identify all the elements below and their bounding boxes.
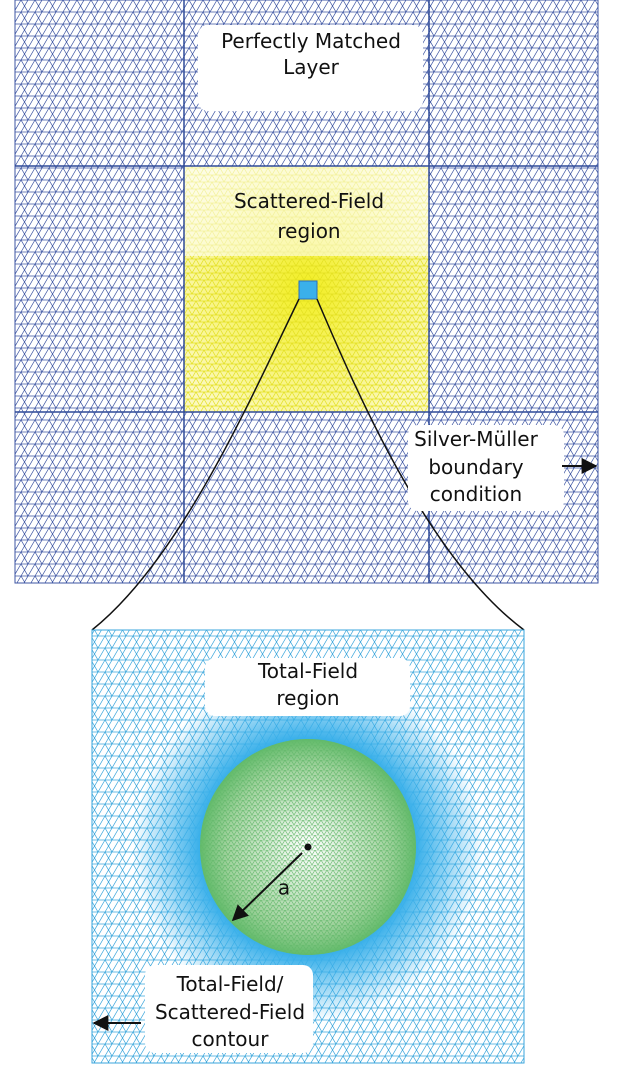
label: Silver-Müller boundary condition [414, 427, 538, 506]
label-line: Scattered-Field [234, 189, 384, 213]
label-line: Total-Field/ [176, 972, 284, 996]
label-line: Layer [283, 55, 340, 79]
label-box [408, 425, 564, 511]
label-line: Silver-Müller [414, 427, 538, 451]
label: Perfectly Matched Layer [221, 29, 401, 79]
zoom-line [91, 298, 300, 631]
label-line: region [277, 219, 340, 243]
label: Total-Field region [257, 659, 358, 710]
label-line: Scattered-Field [155, 1000, 305, 1024]
label-line: region [276, 686, 339, 710]
label-line: Total-Field [257, 659, 358, 683]
zoom-line [316, 298, 525, 631]
label-line: boundary [428, 455, 523, 479]
center-dot [304, 843, 312, 851]
label-line: condition [430, 482, 522, 506]
label-box [205, 658, 410, 716]
label-box [198, 25, 423, 111]
label-box [145, 965, 313, 1053]
label: Total-Field/Scattered-Field contour [155, 972, 305, 1051]
label-backdrop [184, 166, 429, 256]
label-line: a [278, 876, 290, 900]
total-field-square [298, 280, 318, 300]
label-line: contour [192, 1027, 270, 1051]
label: Scattered-Field region [234, 189, 384, 243]
label-line: Perfectly Matched [221, 29, 401, 53]
radius-arrow [231, 852, 303, 922]
